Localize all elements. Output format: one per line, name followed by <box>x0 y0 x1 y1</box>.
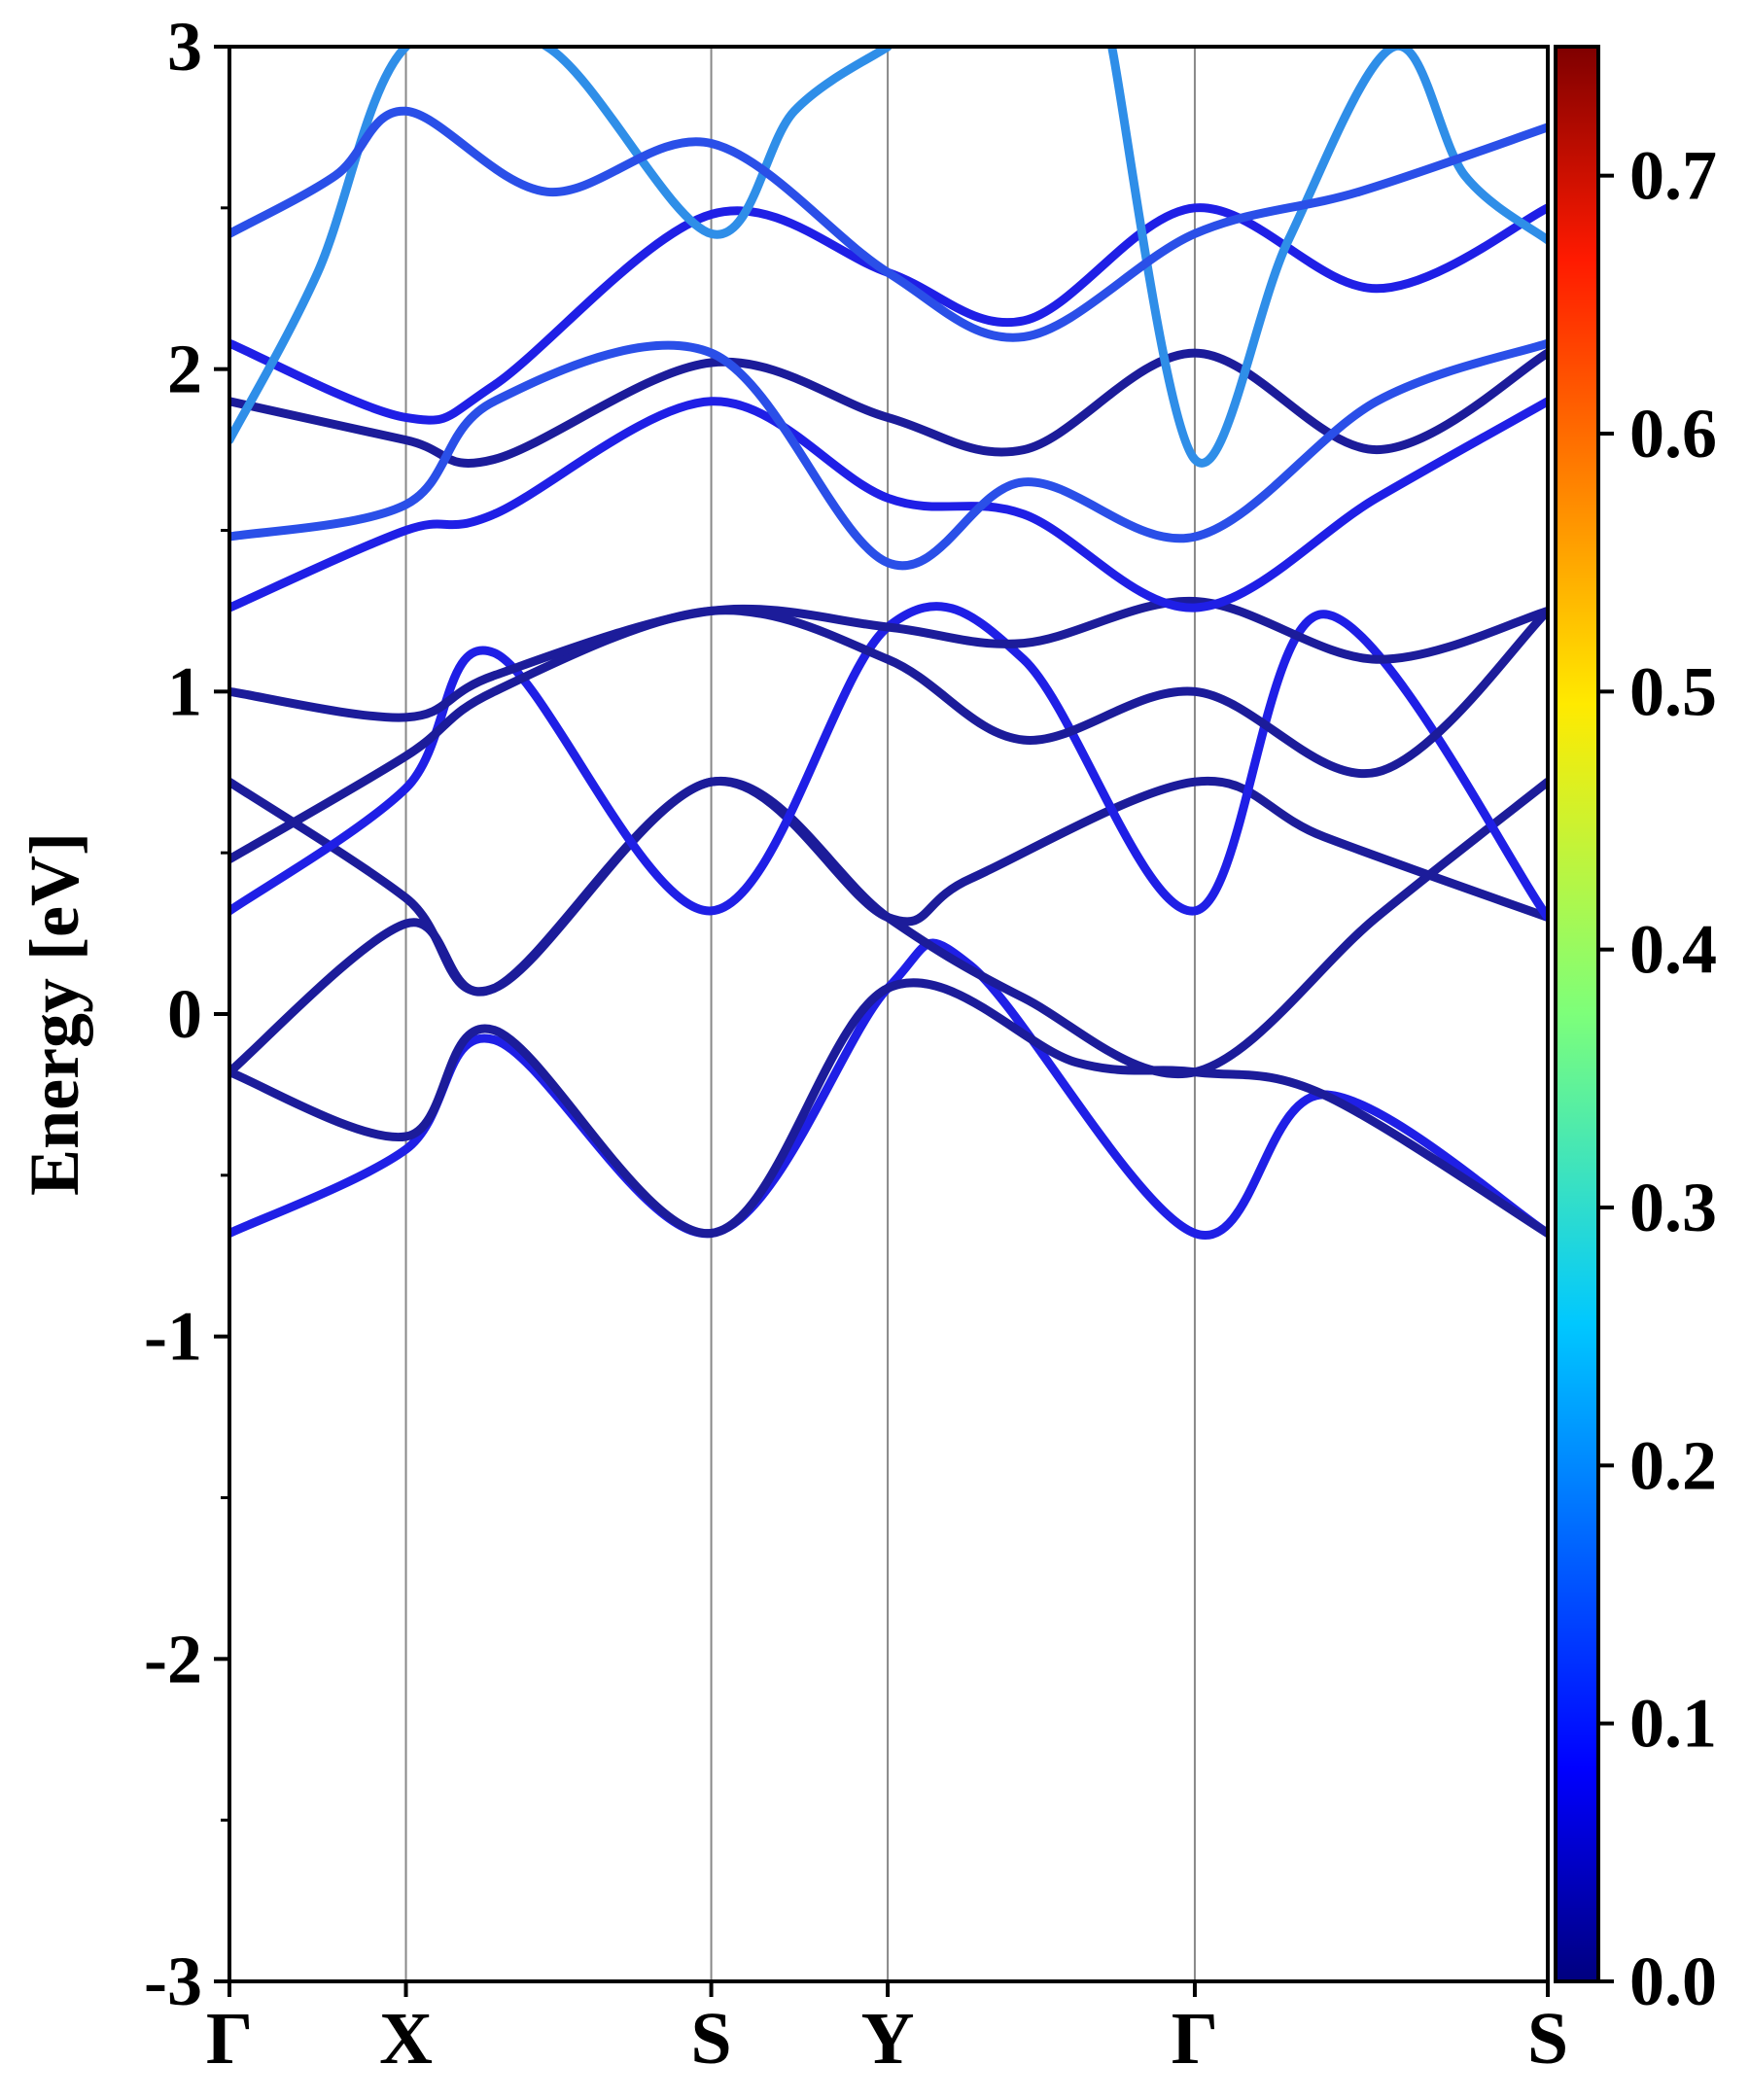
band-line-4 <box>229 602 1548 922</box>
y-tick-label: 3 <box>167 8 202 86</box>
y-tick-label: 0 <box>167 975 202 1053</box>
x-tick-label: Y <box>861 1998 915 2080</box>
x-tick-label: S <box>690 1998 731 2080</box>
colorbar-ticks: 0.0 0.1 0.2 0.3 0.4 0.5 0.6 0.7 <box>1598 137 1717 2020</box>
y-tick-label: -3 <box>144 1942 202 2020</box>
colorbar-tick-label: 0.5 <box>1629 652 1717 730</box>
band-lines <box>229 47 1548 1240</box>
colorbar <box>1554 45 1600 1983</box>
band-line-6 <box>229 596 1548 722</box>
x-tick-label: X <box>379 1998 433 2080</box>
colorbar-tick-label: 0.2 <box>1629 1426 1717 1504</box>
colorbar-tick-label: 0.7 <box>1629 137 1717 215</box>
band-line-13 <box>229 106 1548 342</box>
colorbar-tick-label: 0.1 <box>1629 1685 1717 1763</box>
band-line-7 <box>229 397 1548 612</box>
x-tick-label: Γ <box>1172 1998 1218 2080</box>
y-axis-title: Energy [eV] <box>16 832 93 1196</box>
y-tick-label: -2 <box>144 1620 202 1698</box>
colorbar-tick-label: 0.3 <box>1629 1169 1717 1246</box>
y-axis-ticks: 3 2 1 0 -1 -2 -3 <box>144 8 229 2020</box>
y-tick-label: 1 <box>167 652 202 730</box>
y-tick-label: -1 <box>144 1298 202 1376</box>
band-line-5 <box>229 606 1548 864</box>
colorbar-tick-label: 0.0 <box>1629 1942 1717 2020</box>
x-tick-label: S <box>1527 1998 1568 2080</box>
band-line-10 <box>229 338 1548 571</box>
band-line-3 <box>229 776 1548 996</box>
y-tick-label: 2 <box>167 331 202 408</box>
band-line-11 <box>229 47 892 445</box>
colorbar-tick-label: 0.4 <box>1629 911 1717 989</box>
band-line-12 <box>1107 47 1548 468</box>
x-tick-label: Γ <box>206 1998 253 2080</box>
band-line-1 <box>229 978 1548 1239</box>
colorbar-tick-label: 0.6 <box>1629 395 1717 472</box>
